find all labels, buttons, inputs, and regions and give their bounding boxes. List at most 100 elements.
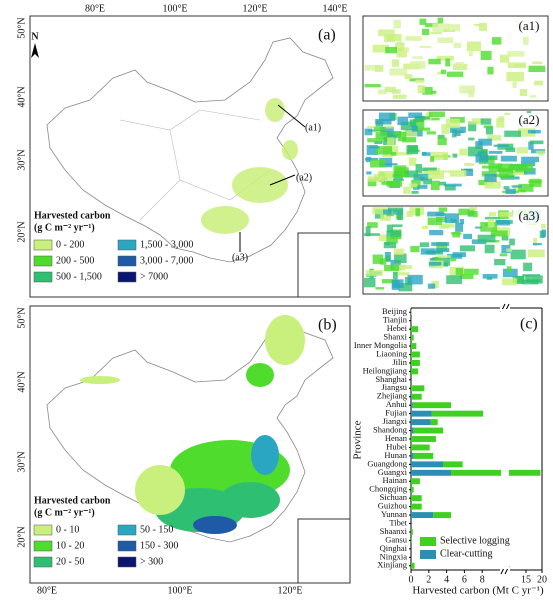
bar-segment [411,563,415,569]
inset-patch [387,137,394,145]
bar-segment [414,428,443,434]
bar-segment [431,411,483,417]
callout-label: (a3) [232,252,248,263]
legend-label: 50 - 150 [140,524,173,535]
inset-patch [484,125,493,128]
bar-segment [431,419,438,425]
inset-patch [455,62,463,66]
inset-patch [533,243,542,245]
lat-label: 20°N [16,221,27,242]
panel-label: (b) [318,317,337,334]
bar-segment [411,487,414,493]
inset-patch [386,181,402,187]
inset-patch [365,65,376,71]
callout-label: (a2) [296,172,312,183]
inset-patch [369,146,379,148]
bar-segment [411,529,413,535]
inset-patch [408,275,423,285]
legend-label: 200 - 500 [56,255,94,266]
inset-patch [384,265,399,271]
lat-label: 50°N [16,307,27,328]
inset-patch [467,41,481,51]
inset-patch [420,242,429,247]
inset-patch [383,209,391,214]
inset-patch [485,245,495,254]
inset-patch [422,29,429,35]
inset-patch [421,248,436,254]
inset-patch [407,211,413,217]
inset-patch [487,67,493,75]
inset-patch [366,270,383,276]
inset-patch [384,242,396,248]
callout-label: (a1) [305,122,321,133]
inset-patch [489,151,503,154]
inset-patch [450,258,456,261]
inset-patch [431,242,449,246]
legend-swatch [34,240,52,250]
legend-label: 150 - 300 [140,540,178,551]
inset-patch [515,164,533,172]
inset-patch [415,208,420,216]
inset-patch [412,56,423,58]
inset-patch [506,248,512,251]
legend-swatch [34,256,52,266]
inset-patch [484,181,500,188]
inset-patch [453,43,461,48]
inset-patch [428,59,440,65]
inset-patch [385,47,397,54]
bar-segment [412,394,422,400]
inset-patch [386,255,390,261]
bar-segment [411,504,422,510]
inset-patch [481,118,492,124]
inset-patch [443,170,451,172]
inset-patch [408,112,422,117]
inset-patch [368,176,384,181]
bar-segment [411,428,414,434]
legend-label: 0 - 10 [56,524,79,535]
inset-patch [534,81,543,86]
inset-patch [499,212,515,217]
inset-patch [530,141,543,145]
inset-patch [506,72,524,81]
inset-patch [451,232,461,234]
inset-patch [410,61,425,69]
bar-segment [411,402,413,408]
lon-label: 80°E [85,3,105,14]
bar-segment [411,343,416,349]
inset-patch [520,190,525,192]
legend-unit: (g C m⁻² yr⁻¹) [34,507,95,518]
inset-patch [448,24,460,31]
bar-segment [411,360,420,366]
inset-patch [411,191,418,194]
inset-patch [410,246,419,252]
inset-patch [446,275,462,284]
y-tick-label: Xinjiang [377,560,407,570]
inset-patch [482,150,488,156]
legend-label: 3,000 - 7,000 [140,255,193,266]
inset-patch [429,112,445,117]
inset-patch [375,287,384,289]
inset-label: (a3) [519,208,540,223]
bar-segment [413,402,451,408]
lat-label: 40°N [16,86,27,107]
inset-patch [521,157,539,162]
panel-label: (a) [318,27,336,44]
bar-segment [411,444,430,450]
inset-patch [427,212,444,217]
lon-label: 120°E [277,585,302,596]
bar-segment [411,394,412,400]
legend-swatch [118,272,136,282]
inset-patch [393,179,404,181]
inset-patch [529,180,542,183]
inset-patch [523,37,529,45]
legend-swatch [34,557,52,567]
bar-segment [411,478,420,484]
inset-patch [431,32,442,34]
inset-patch [531,275,543,283]
inset-patch [508,62,526,68]
inset-patch [512,82,516,88]
inset-patch [428,218,442,225]
inset-label: (a1) [519,18,540,33]
legend-swatch [118,541,136,551]
